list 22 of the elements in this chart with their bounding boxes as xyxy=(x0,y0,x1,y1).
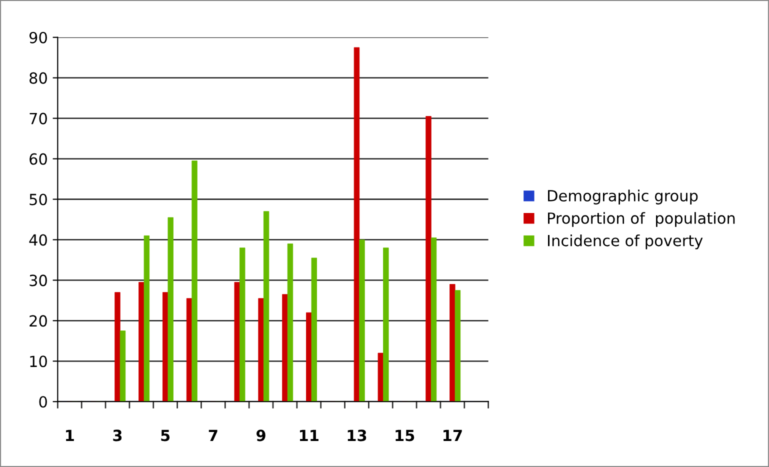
y-tick-label: 30 xyxy=(30,274,47,286)
x-tick-label: 15 xyxy=(396,430,414,442)
x-tick-label: 5 xyxy=(161,430,170,442)
y-tick-label: 40 xyxy=(29,234,47,246)
y-tick-label: 80 xyxy=(30,72,47,84)
y-tick-label: 10 xyxy=(30,356,47,368)
y-tick-label: 60 xyxy=(30,153,47,165)
y-tick-label: 70 xyxy=(30,112,47,124)
x-tick-label: 13 xyxy=(348,430,366,442)
x-tick-label: 17 xyxy=(444,430,462,442)
x-tick-label: 9 xyxy=(256,430,266,442)
x-tick-label: 1 xyxy=(66,430,74,442)
legend-label: Incidence of poverty xyxy=(548,234,703,250)
legend-label: Proportion of population xyxy=(548,212,735,227)
legend-label: Demographic group xyxy=(548,190,698,204)
y-tick-label: 20 xyxy=(30,315,47,327)
y-tick-label: 50 xyxy=(30,194,47,206)
x-tick-label: 7 xyxy=(208,430,218,442)
x-tick-label: 3 xyxy=(113,430,122,442)
y-tick-label: 90 xyxy=(29,32,47,44)
y-tick-label: 0 xyxy=(39,396,47,408)
x-tick-label: 11 xyxy=(300,430,318,442)
